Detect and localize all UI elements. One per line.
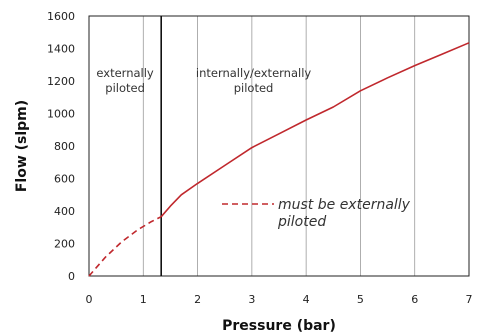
x-tick-label: 4 — [303, 293, 310, 306]
region-label-2-line-2: piloted — [234, 81, 274, 95]
region-label-1-line-1: externally — [96, 66, 154, 80]
y-tick-label: 200 — [54, 238, 75, 251]
legend-label-line-2: piloted — [277, 214, 326, 230]
grid-lines — [142, 16, 416, 276]
flow-curve-solid-line — [160, 42, 470, 218]
y-tick-label: 1200 — [47, 75, 75, 88]
region-label-2-line-1: internally/externally — [196, 66, 312, 80]
y-tick-label: 1000 — [47, 108, 75, 121]
legend-label-line-1: must be externally — [278, 197, 411, 213]
y-tick-label: 800 — [54, 140, 75, 153]
y-tick-label: 400 — [54, 205, 75, 218]
x-tick-label: 5 — [357, 293, 364, 306]
y-axis-label: Flow (slpm) — [14, 100, 30, 192]
x-tick-label: 2 — [194, 293, 201, 306]
series-lines — [88, 42, 470, 277]
region-label-1-line-2: piloted — [105, 81, 145, 95]
x-tick-label: 1 — [140, 293, 147, 306]
region-labels: externallypilotedinternally/externallypi… — [96, 66, 311, 95]
y-tick-label: 600 — [54, 173, 75, 186]
tick-labels: 0 1 2 3 4 5 6 7 0 200 400 600 800 1000 1200 1400 1600 — [47, 10, 473, 306]
x-tick-label: 0 — [86, 293, 93, 306]
x-axis-label: Pressure (bar) — [222, 318, 336, 334]
y-tick-label: 0 — [68, 270, 75, 283]
legend: must be externally piloted — [222, 197, 411, 230]
y-tick-label: 1400 — [47, 43, 75, 56]
y-tick-label: 1600 — [47, 10, 75, 23]
plot-frame — [88, 15, 470, 277]
x-tick-label: 3 — [248, 293, 255, 306]
x-tick-label: 6 — [411, 293, 418, 306]
x-tick-label: 7 — [466, 293, 473, 306]
externally-piloted-dashed-line — [88, 215, 162, 277]
